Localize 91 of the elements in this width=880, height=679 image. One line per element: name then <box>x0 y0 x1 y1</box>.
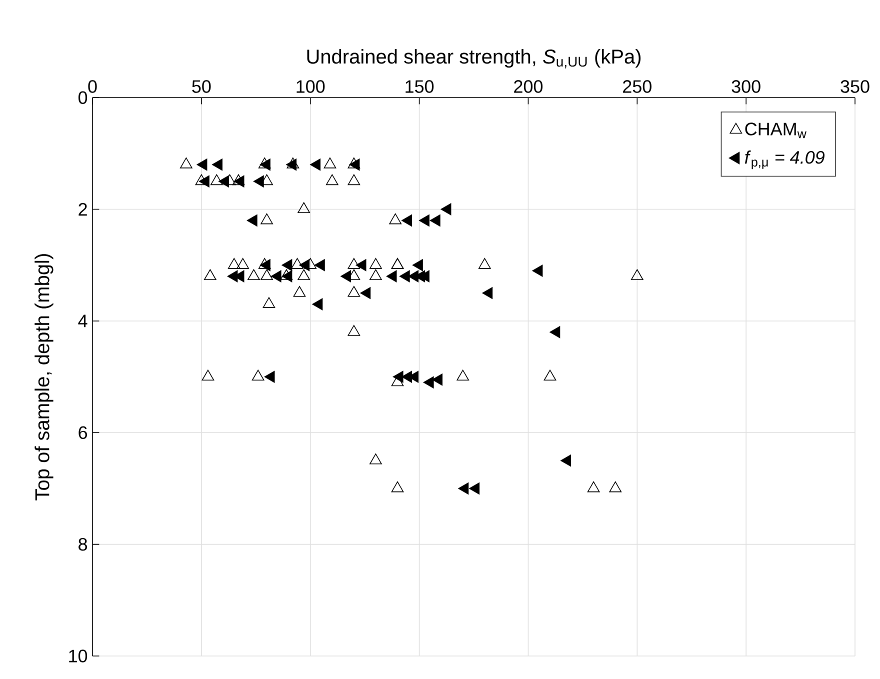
point <box>260 158 270 171</box>
point <box>587 481 600 492</box>
y-tick-label: 4 <box>78 314 88 328</box>
x-tick-label: 300 <box>732 80 760 93</box>
point <box>356 259 366 272</box>
point <box>236 258 249 269</box>
point <box>360 287 371 300</box>
point <box>389 213 402 224</box>
point <box>469 482 480 495</box>
point <box>392 370 404 383</box>
point <box>440 203 452 216</box>
point <box>456 370 470 381</box>
point <box>196 158 208 171</box>
point <box>348 158 360 168</box>
y-axis-title: Top of sample, depth (mbgl) <box>34 254 54 500</box>
x-tick-label: 250 <box>623 80 652 93</box>
point <box>262 297 276 308</box>
point <box>349 158 360 171</box>
point <box>204 269 216 280</box>
point <box>299 259 310 272</box>
x-tick-label: 350 <box>840 80 870 93</box>
point <box>314 259 325 272</box>
point <box>212 158 222 171</box>
point <box>370 269 382 280</box>
point <box>386 270 397 282</box>
point <box>458 482 469 495</box>
legend-label: CHAM$_{w}$ <box>745 122 806 138</box>
point <box>478 258 491 269</box>
point <box>312 298 323 310</box>
y-tick-label: 10 <box>69 650 88 662</box>
legend-label: f$_{p,μ}$ = 4.09 <box>744 150 824 170</box>
point <box>370 258 382 269</box>
point <box>228 258 240 269</box>
point <box>260 259 270 272</box>
point <box>326 174 338 186</box>
point <box>258 158 271 168</box>
point <box>248 269 260 280</box>
point <box>286 158 297 171</box>
point <box>324 158 336 168</box>
point <box>401 214 412 226</box>
point <box>298 269 310 280</box>
point <box>210 174 223 186</box>
point <box>291 258 304 269</box>
point <box>180 158 192 168</box>
point <box>609 481 622 492</box>
point <box>218 175 230 188</box>
point <box>198 175 210 188</box>
x-tick-label: 200 <box>514 80 543 93</box>
point <box>348 258 360 269</box>
point <box>560 454 572 467</box>
point <box>370 454 382 464</box>
point <box>348 286 360 297</box>
point <box>224 174 236 186</box>
point <box>348 325 360 336</box>
point <box>264 370 275 383</box>
point <box>202 370 214 381</box>
point <box>482 287 493 300</box>
point <box>550 326 560 338</box>
point <box>304 258 317 269</box>
point <box>270 270 282 282</box>
point <box>348 174 360 186</box>
point <box>286 158 300 168</box>
point <box>340 270 351 282</box>
point <box>252 370 264 381</box>
point <box>532 264 543 277</box>
y-tick-label: 8 <box>78 538 88 551</box>
point <box>418 214 430 226</box>
point <box>423 376 434 388</box>
x-tick-label: 50 <box>192 80 211 93</box>
x-axis-title: Undrained shear strength, S$_{u,UU}$ (kPa) <box>307 49 641 68</box>
x-tick-label: 100 <box>296 80 325 93</box>
point <box>246 214 258 226</box>
point <box>544 370 556 381</box>
x-tick-label: 0 <box>88 80 97 93</box>
point <box>412 259 423 272</box>
point <box>430 214 440 226</box>
point <box>258 258 271 269</box>
point <box>253 175 264 188</box>
point <box>391 481 404 492</box>
point <box>630 269 644 280</box>
point <box>260 213 273 224</box>
y-tick-label: 6 <box>78 426 88 440</box>
point <box>282 259 292 272</box>
point <box>298 202 310 214</box>
y-tick-label: 0 <box>78 91 88 104</box>
y-tick-label: 2 <box>78 203 87 216</box>
x-tick-label: 150 <box>406 80 434 93</box>
point <box>399 270 410 282</box>
point <box>310 158 320 171</box>
point <box>260 269 273 280</box>
point <box>293 286 306 297</box>
